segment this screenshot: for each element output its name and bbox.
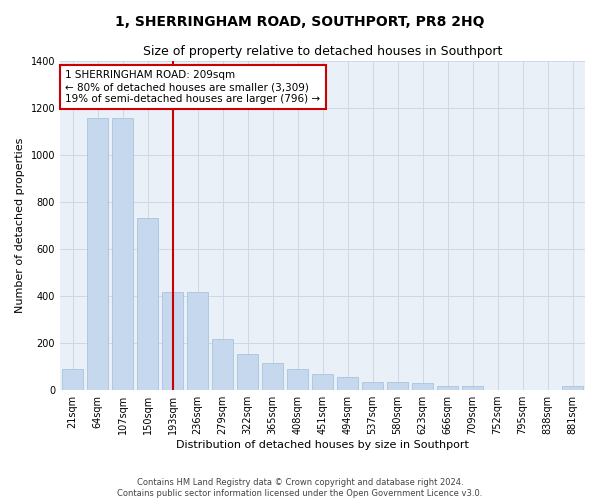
Bar — [212, 340, 233, 390]
Y-axis label: Number of detached properties: Number of detached properties — [15, 138, 25, 313]
Bar — [412, 383, 433, 390]
Bar — [387, 382, 408, 390]
Bar — [287, 369, 308, 390]
Title: Size of property relative to detached houses in Southport: Size of property relative to detached ho… — [143, 45, 502, 58]
Bar — [162, 292, 183, 390]
Bar — [237, 354, 258, 390]
Bar — [312, 374, 333, 390]
Bar — [137, 218, 158, 390]
Bar — [437, 386, 458, 390]
Text: Contains HM Land Registry data © Crown copyright and database right 2024.
Contai: Contains HM Land Registry data © Crown c… — [118, 478, 482, 498]
X-axis label: Distribution of detached houses by size in Southport: Distribution of detached houses by size … — [176, 440, 469, 450]
Bar — [87, 118, 108, 390]
Bar — [112, 118, 133, 390]
Bar — [262, 363, 283, 390]
Bar — [337, 377, 358, 390]
Bar — [462, 386, 483, 390]
Bar — [62, 369, 83, 390]
Text: 1, SHERRINGHAM ROAD, SOUTHPORT, PR8 2HQ: 1, SHERRINGHAM ROAD, SOUTHPORT, PR8 2HQ — [115, 15, 485, 29]
Bar — [187, 292, 208, 390]
Text: 1 SHERRINGHAM ROAD: 209sqm
← 80% of detached houses are smaller (3,309)
19% of s: 1 SHERRINGHAM ROAD: 209sqm ← 80% of deta… — [65, 70, 320, 104]
Bar — [362, 382, 383, 390]
Bar — [562, 386, 583, 390]
